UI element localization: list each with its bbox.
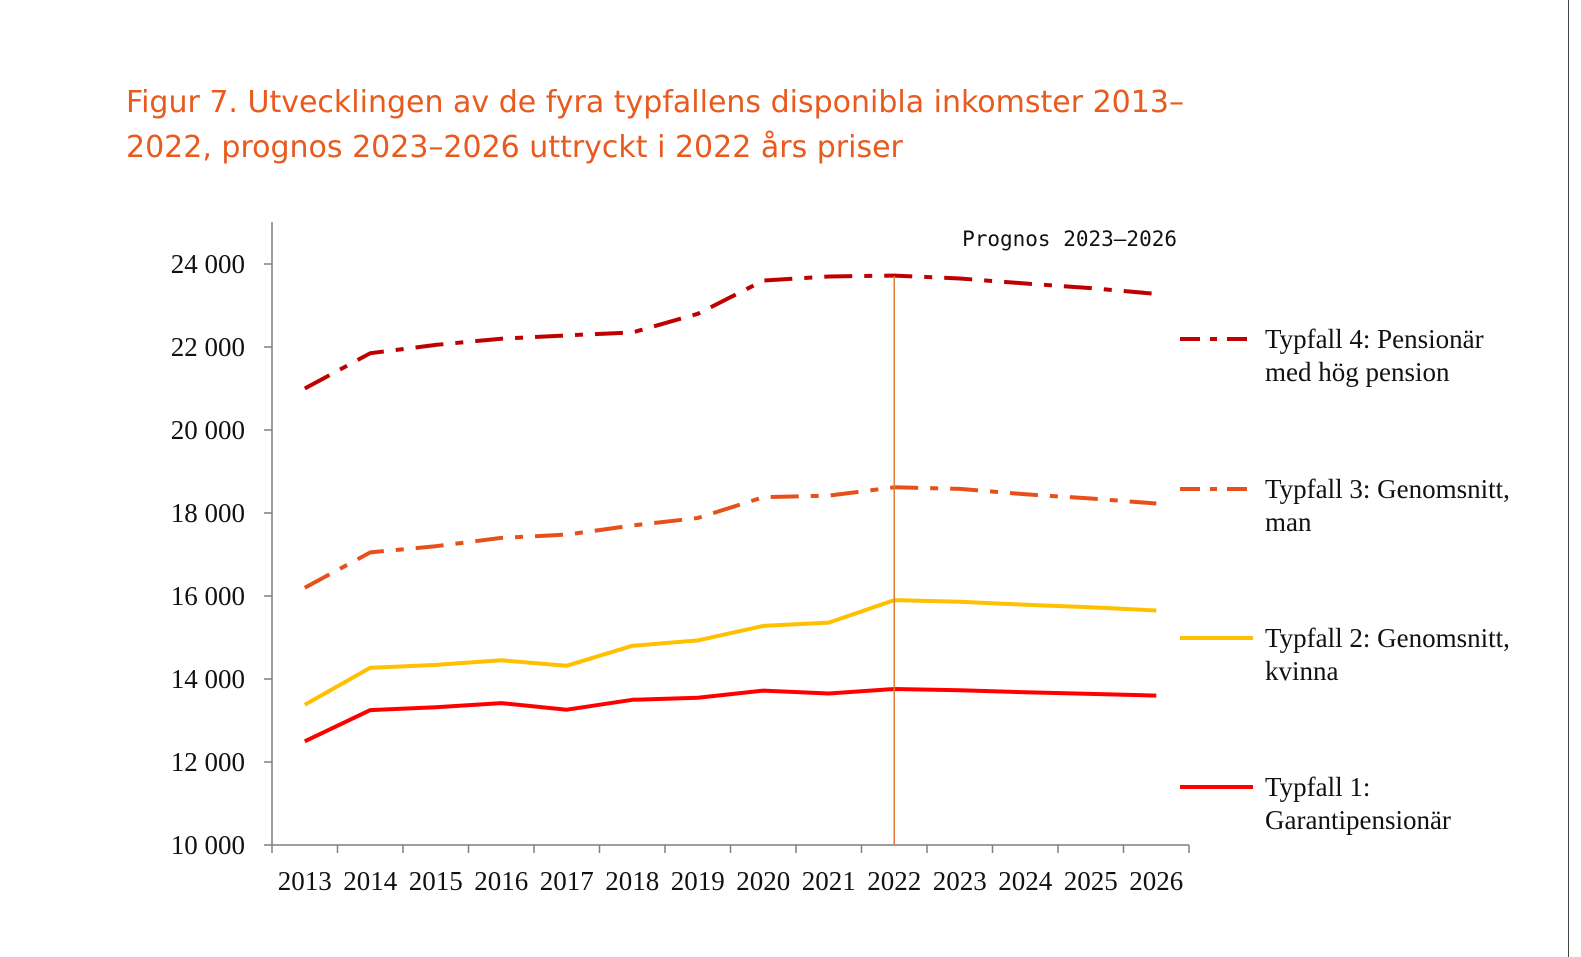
x-tick-label: 2018: [605, 866, 659, 896]
x-tick-label: 2026: [1129, 866, 1183, 896]
x-tick-label: 2017: [540, 866, 594, 896]
forecast-label: Prognos 2023–2026: [962, 227, 1177, 251]
x-tick-label: 2013: [278, 866, 332, 896]
chart-series: [303, 273, 1157, 744]
x-tick-label: 2014: [343, 866, 398, 896]
y-tick-label: 14 000: [171, 664, 245, 694]
y-tick-label: 10 000: [171, 830, 245, 860]
x-tick-label: 2024: [998, 866, 1053, 896]
y-tick-label: 12 000: [171, 747, 245, 777]
y-tick-label: 20 000: [171, 415, 245, 445]
series-line-typfall-3: [303, 485, 1157, 590]
legend-label: kvinna: [1265, 656, 1339, 686]
x-tick-label: 2023: [933, 866, 987, 896]
x-axis-ticks: 2013 2014 2015 2016 2017 2018 2019 2020 2021 2022…: [271, 845, 1190, 896]
series-line-typfall-4: [303, 273, 1157, 391]
legend-label: Garantipensionär: [1265, 805, 1451, 835]
chart-title-line-1: Figur 7. Utvecklingen av de fyra typfall…: [126, 85, 1184, 120]
forecast-annotation: Prognos 2023–2026: [893, 227, 1177, 845]
legend-label: man: [1265, 507, 1312, 537]
legend-label: Typfall 4: Pensionär: [1265, 324, 1484, 354]
x-tick-label: 2025: [1064, 866, 1118, 896]
y-tick-label: 24 000: [171, 249, 245, 279]
y-tick-label: 18 000: [171, 498, 245, 528]
x-tick-label: 2021: [802, 866, 856, 896]
x-tick-label: 2020: [736, 866, 790, 896]
legend-label: Typfall 2: Genomsnitt,: [1265, 623, 1510, 653]
chart-axes: [271, 222, 1189, 846]
series-line-typfall-1: [303, 687, 1157, 744]
legend-label: med hög pension: [1265, 357, 1450, 387]
x-tick-label: 2019: [671, 866, 725, 896]
chart-title: Figur 7. Utvecklingen av de fyra typfall…: [126, 80, 1226, 170]
chart-title-line-2: 2022, prognos 2023–2026 uttryckt i 2022 …: [126, 130, 903, 165]
x-tick-label: 2022: [867, 866, 921, 896]
legend-label: Typfall 1:: [1265, 772, 1370, 802]
y-axis-ticks: 10 000 12 000 14 000 16 000 18 000 20 000 22 0…: [171, 249, 272, 860]
x-tick-label: 2016: [474, 866, 528, 896]
y-tick-label: 16 000: [171, 581, 245, 611]
legend-label: Typfall 3: Genomsnitt,: [1265, 474, 1510, 504]
series-line-typfall-2: [303, 598, 1157, 707]
y-tick-label: 22 000: [171, 332, 245, 362]
x-tick-label: 2015: [409, 866, 463, 896]
page-edge: [1568, 0, 1581, 957]
